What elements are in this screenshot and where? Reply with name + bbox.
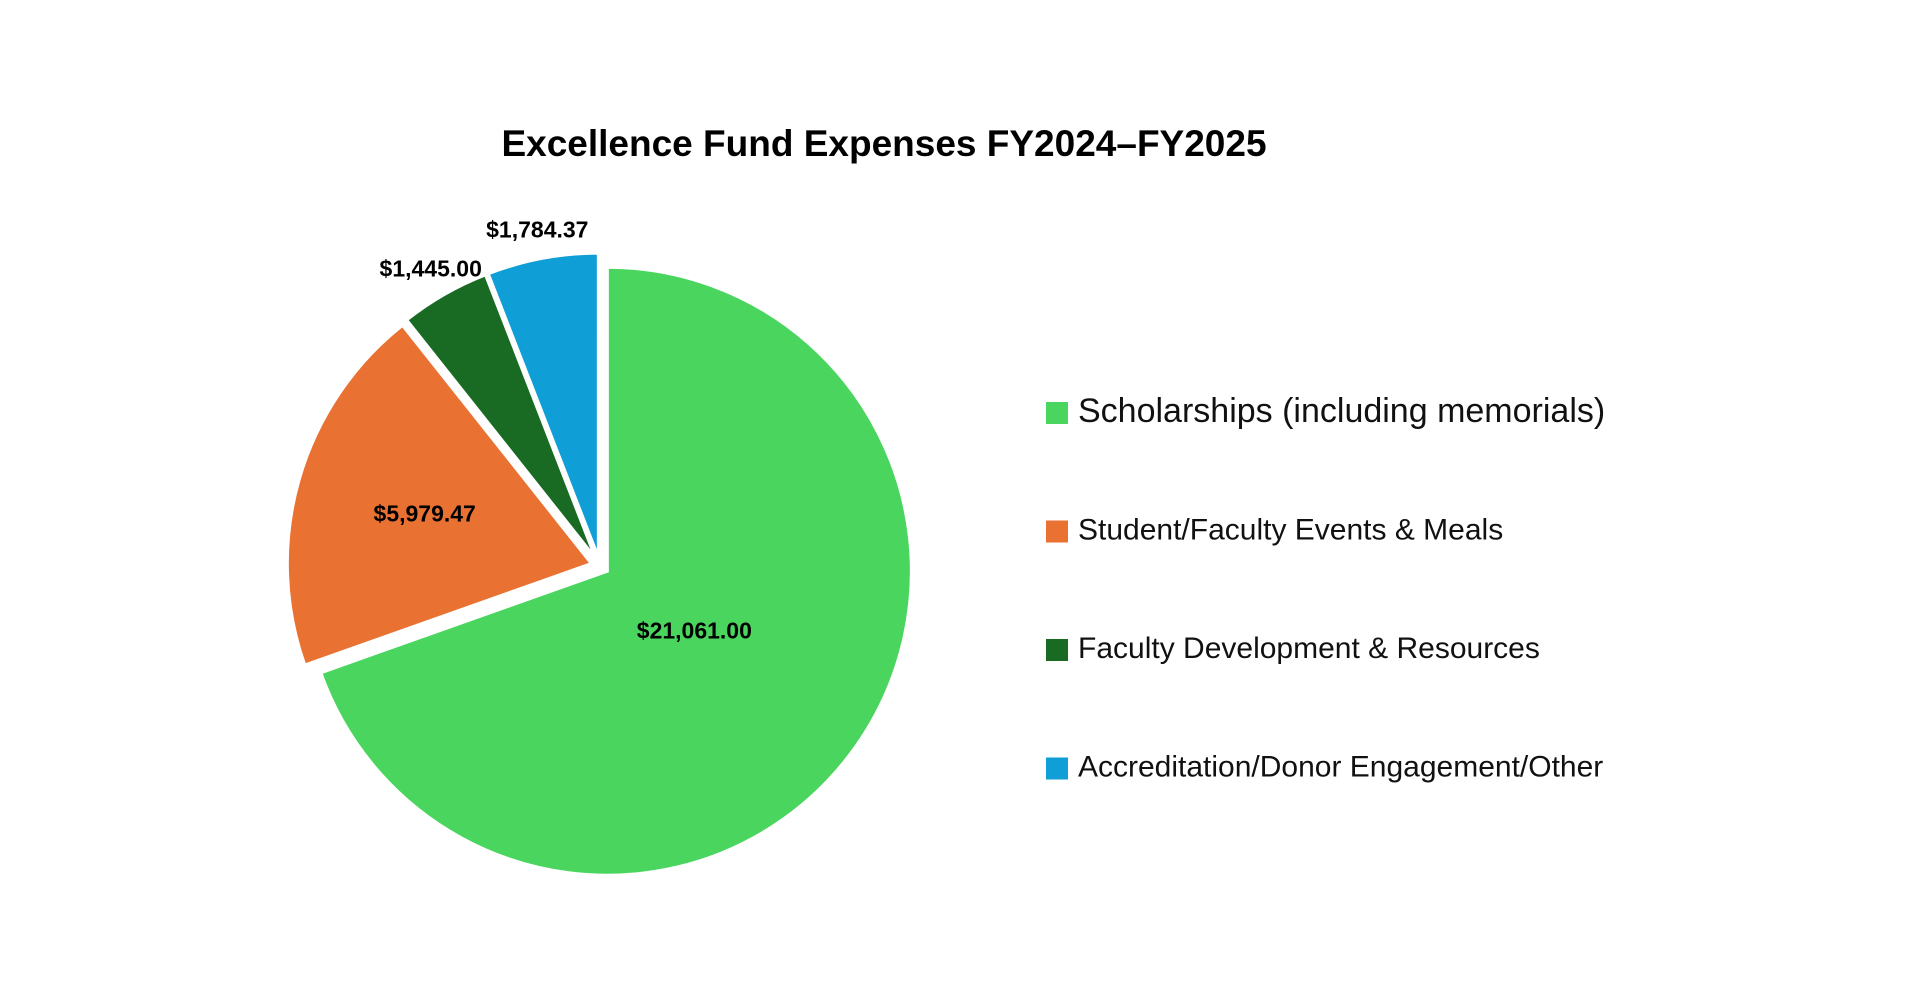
pie-slice [486,251,600,558]
value-label: $5,979.47 [374,501,476,527]
legend-text: Accreditation/Donor Engagement/Other [1078,750,1603,783]
legend-swatch [1046,520,1068,543]
legend-text: Faculty Development & Resources [1078,632,1540,665]
legend-text: Student/Faculty Events & Meals [1078,513,1503,546]
value-label: $1,784.37 [486,216,588,242]
legend-swatch [1046,757,1068,780]
legend-swatch [1046,402,1068,424]
legend-swatch [1046,639,1068,661]
chart-title: Excellence Fund Expenses FY2024–FY2025 [501,123,1266,164]
pie-slice [285,323,594,668]
pie-slice [404,272,597,560]
pie-slice [318,265,913,877]
value-label: $21,061.00 [637,618,752,644]
legend-text: Scholarships (including memorials) [1078,392,1605,430]
value-label: $1,445.00 [380,256,482,282]
